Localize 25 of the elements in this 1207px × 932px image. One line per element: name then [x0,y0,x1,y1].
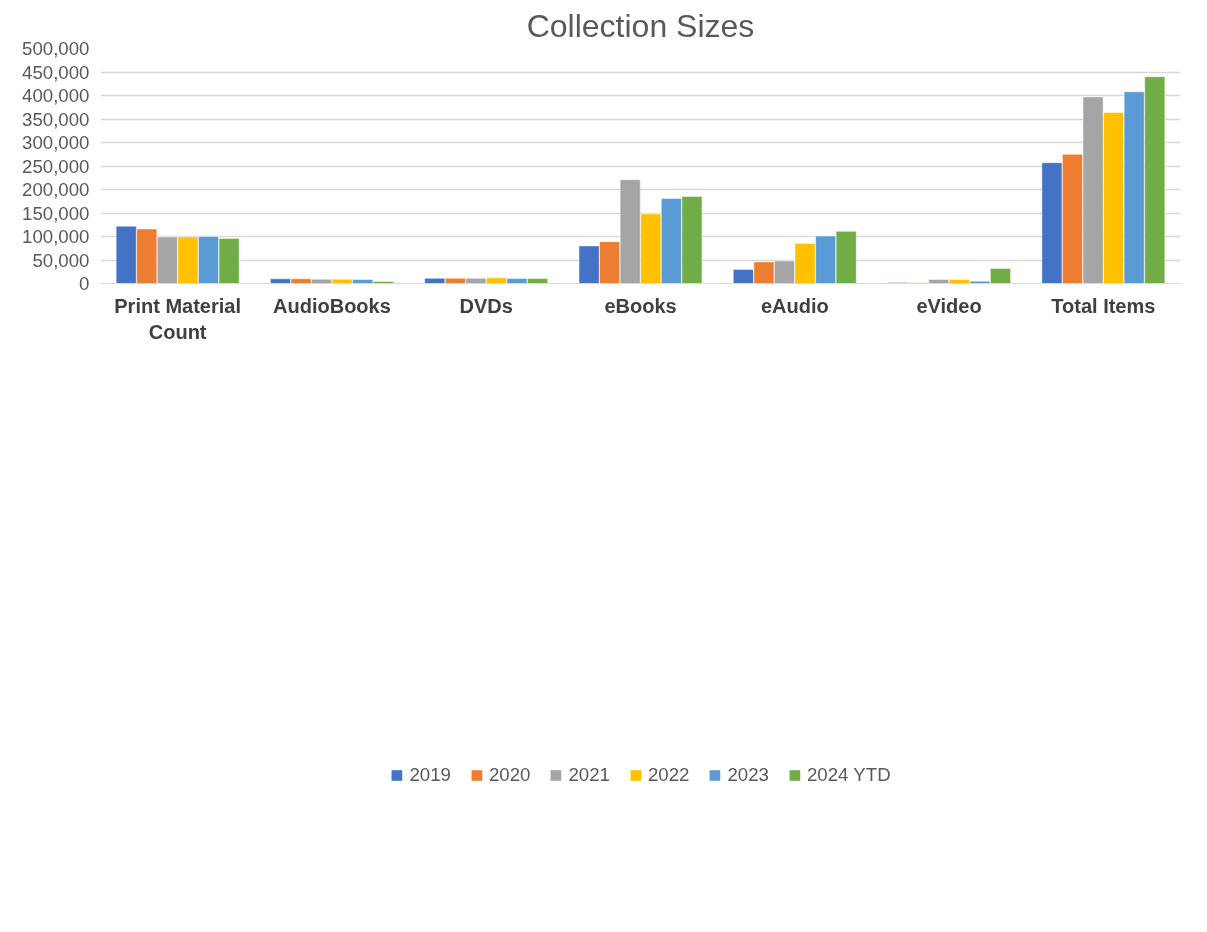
chart-title: Collection Sizes [526,7,755,44]
legend-label: 2022 [647,763,690,786]
legend-label: 2021 [568,763,610,786]
y-tick-label: 50,000 [32,249,90,271]
y-tick-label: 300,000 [22,132,90,153]
y-tick-label: 450,000 [22,61,90,83]
x-tick-label: Total Items [1051,294,1156,317]
legend-label: 2024 YTD [806,763,891,786]
legend-label: 2023 [727,763,769,786]
x-tick-label: Print Material Count [114,294,241,343]
x-tick-label: eVideo [916,294,982,317]
y-tick-label: 100,000 [22,226,90,247]
legend-label: 2019 [409,763,451,786]
x-tick-label: eBooks [604,294,677,317]
y-tick-label: 250,000 [22,155,90,177]
y-tick-label: 500,000 [22,38,90,59]
y-tick-label: 150,000 [22,202,90,224]
y-tick-label: 400,000 [22,85,90,106]
legend-label: 2020 [488,763,531,786]
y-tick-label: 350,000 [22,108,90,130]
y-tick-label: 200,000 [22,179,90,200]
x-tick-label: eAudio [760,294,829,317]
x-tick-label: DVDs [459,294,513,317]
x-tick-label: AudioBooks [273,294,391,317]
y-tick-label: 0 [79,273,90,294]
